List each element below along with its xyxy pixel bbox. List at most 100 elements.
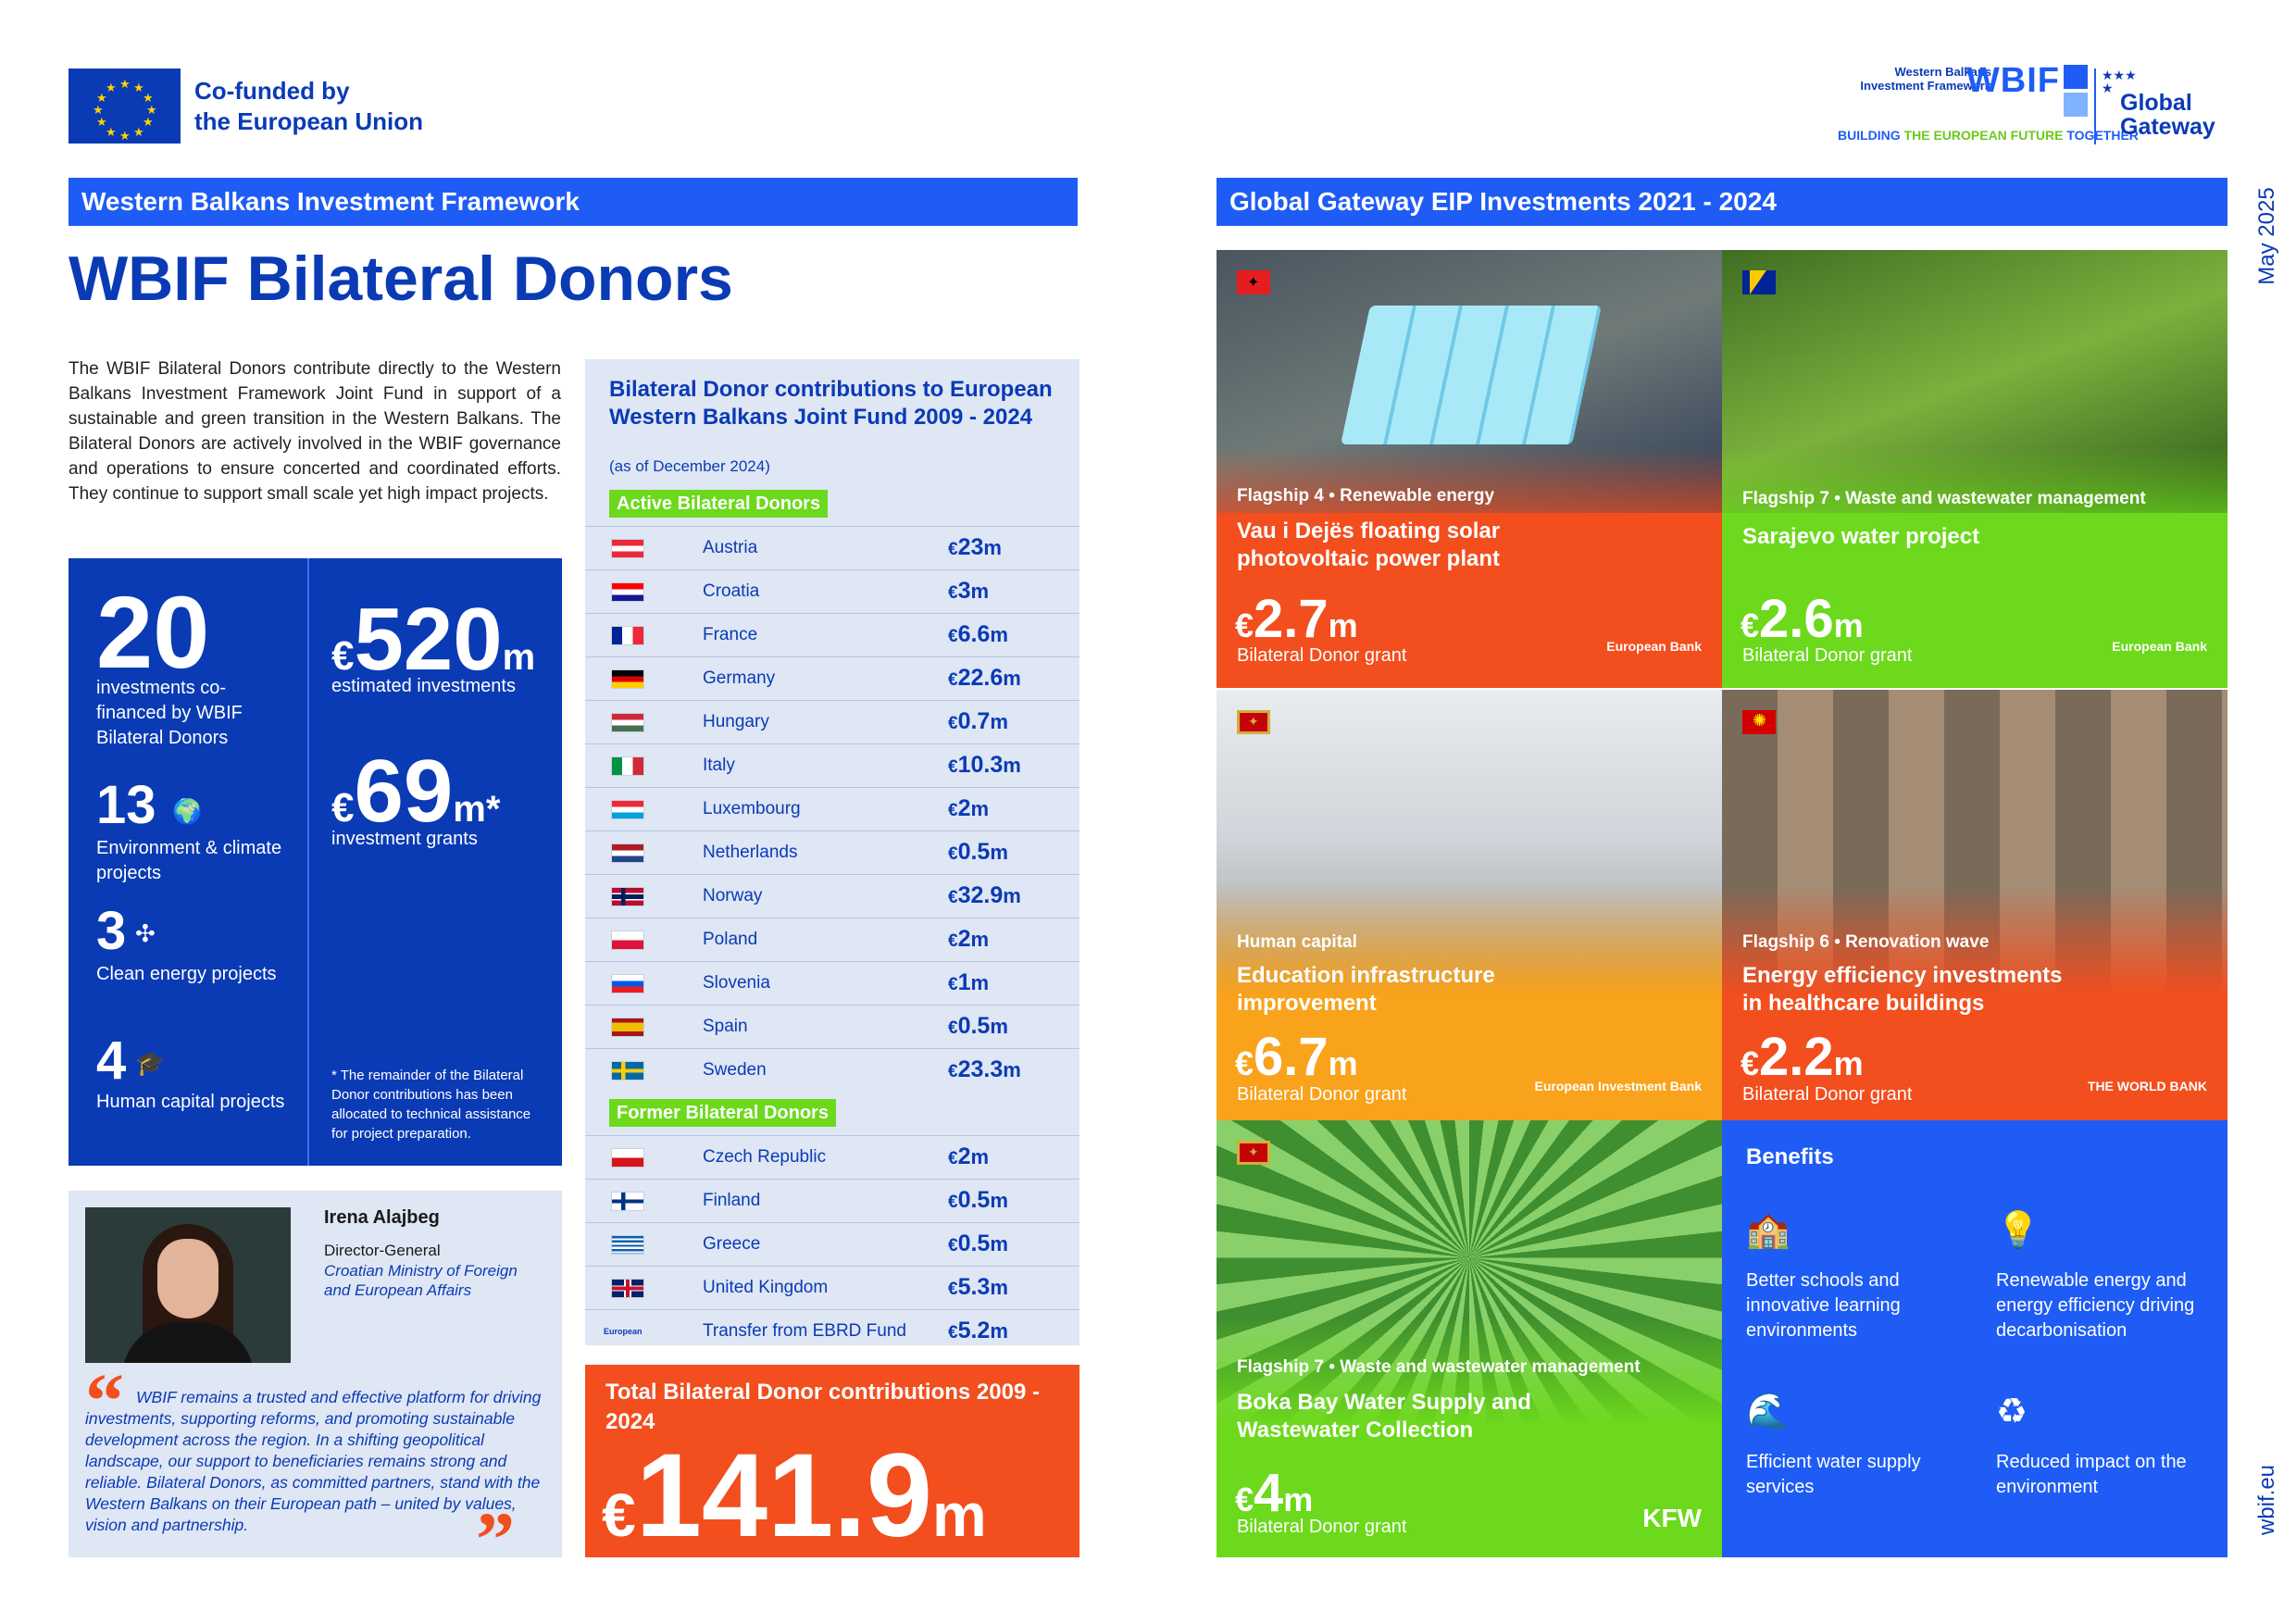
tile-amount: 6.7 (1254, 1027, 1329, 1087)
croatia-flag-icon (611, 582, 644, 602)
wbif-small-line1: Western Balkans (1894, 65, 1991, 79)
country-name: Hungary (703, 712, 769, 731)
table-row: Spain €0.5m (585, 1005, 1079, 1048)
amount-value: 0.5 (957, 1187, 991, 1213)
tagline-part-c: TOGETHER (2066, 128, 2139, 143)
montenegro-flag-icon: ✦ (1237, 1141, 1270, 1165)
contribution-amount: €22.6m (948, 665, 1021, 692)
contribution-amount: €32.9m (948, 882, 1021, 909)
currency-symbol: € (1235, 1044, 1254, 1082)
amount-value: 5.3 (957, 1274, 991, 1300)
tile-subtitle: Bilateral Donor grant (1742, 1084, 1913, 1105)
website-text[interactable]: wbif.eu (2254, 1464, 2279, 1536)
total-unit: m (932, 1480, 987, 1549)
united-kingdom-flag-icon (611, 1279, 644, 1298)
table-row: France €6.6m (585, 613, 1079, 656)
website-link[interactable]: wbif.eu (2252, 1444, 2283, 1555)
contribution-amount: €0.5m (948, 839, 1008, 866)
wbif-logo-small-text: Western Balkans Investment Framework (1860, 65, 1991, 93)
tile-amount: 2.7 (1254, 589, 1329, 649)
tile-tag: Flagship 7 • Waste and wastewater manage… (1742, 489, 2146, 508)
stat-energy-count: 3 (96, 901, 127, 961)
germany-flag-icon (611, 669, 644, 689)
intro-paragraph: The WBIF Bilateral Donors contribute dir… (69, 359, 561, 504)
amount-unit: m (983, 536, 1002, 559)
globe-recycle-icon: ♻ (1996, 1393, 2028, 1431)
country-name: Croatia (703, 581, 760, 601)
project-tile-sarajevo[interactable]: Flagship 7 • Waste and wastewater manage… (1722, 250, 2227, 688)
amount-value: 23 (957, 534, 984, 560)
country-name: Poland (703, 930, 758, 949)
stat-estimated-label: estimated investments (331, 676, 516, 696)
total-contributions: Total Bilateral Donor contributions 2009… (585, 1365, 1079, 1557)
amount-unit: m (1003, 667, 1021, 690)
wbif-small-line2: Investment Framework (1860, 79, 1991, 93)
estimated-value: 520 (354, 590, 503, 689)
wbif-tagline: BUILDING THE EUROPEAN FUTURE TOGETHER (1838, 128, 2139, 143)
norway-flag-icon (611, 887, 644, 906)
table-row: Hungary €0.7m (585, 700, 1079, 743)
currency-symbol: € (948, 1280, 958, 1299)
amount-unit: m (990, 623, 1008, 646)
project-tile-education[interactable]: ✦ Human capital Education infrastructure… (1217, 690, 1722, 1128)
contribution-amount: €1m (948, 969, 989, 996)
tile-tag: Flagship 7 • Waste and wastewater manage… (1237, 1357, 1641, 1377)
benefits-title: Benefits (1746, 1144, 1834, 1169)
table-row: Netherlands €0.5m (585, 831, 1079, 874)
country-name: United Kingdom (703, 1278, 829, 1297)
former-donors-label: Former Bilateral Donors (609, 1099, 836, 1127)
tile-title: Education infrastructure improvement (1237, 963, 1495, 1016)
table-row: Poland €2m (585, 918, 1079, 961)
contribution-amount: €23.3m (948, 1056, 1021, 1083)
austria-flag-icon (611, 539, 644, 558)
stat-estimated-investments: €520m (331, 595, 535, 684)
gg-line2: Gateway (2120, 114, 2215, 140)
amount-value: 0.5 (957, 1230, 991, 1256)
stat-energy-label: Clean energy projects (96, 964, 277, 984)
project-tile-boka-bay[interactable]: ✦ Flagship 7 • Waste and wastewater mana… (1217, 1120, 1722, 1557)
tile-amount: 4 (1254, 1463, 1284, 1523)
global-gateway-logo: ★★★ ★ Global Gateway (2102, 69, 2240, 144)
amount-value: 0.5 (957, 1013, 991, 1039)
project-tile-healthcare[interactable]: ✺ Flagship 6 • Renovation wave Energy ef… (1722, 690, 2227, 1128)
tile-subtitle: Bilateral Donor grant (1237, 645, 1407, 666)
currency-symbol: € (602, 1480, 636, 1549)
amount-value: 32.9 (957, 882, 1004, 908)
wind-turbine-icon: ✣ (135, 919, 156, 947)
tile-unit: m (1833, 606, 1864, 644)
logo-divider (2094, 69, 2096, 144)
tile-unit: m (1328, 1044, 1358, 1082)
benefit-item: 🌊 Efficient water supply services (1746, 1394, 1968, 1500)
amount-unit: m (1003, 1058, 1021, 1081)
tile-value: €4m (1235, 1467, 1313, 1520)
table-row: Finland €0.5m (585, 1179, 1079, 1222)
stars-icon: ★★★ ★ (2102, 68, 2137, 95)
project-tile-solar[interactable]: ✦ Flagship 4 • Renewable energy Vau i De… (1217, 250, 1722, 688)
left-section-bar: Western Balkans Investment Framework (69, 178, 1078, 226)
stats-panel: 20 investments co-financed by WBIF Bilat… (69, 558, 562, 1166)
currency-symbol: € (948, 583, 958, 603)
amount-value: 23.3 (957, 1056, 1004, 1082)
close-quote-icon: ” (476, 1497, 515, 1583)
amount-unit: m (970, 928, 990, 951)
currency-symbol: € (1741, 1044, 1760, 1082)
stats-footnote: * The remainder of the Bilateral Donor c… (331, 1068, 531, 1142)
currency-symbol: € (948, 844, 958, 864)
currency-symbol: € (1741, 606, 1760, 644)
active-donors-list: Austria €23m Croatia €3m France €6.6m Germany €… (585, 526, 1079, 1092)
country-name: Italy (703, 756, 735, 775)
country-name: Finland (703, 1191, 761, 1210)
contribution-amount: €0.5m (948, 1187, 1008, 1214)
gg-line1: Global (2120, 90, 2192, 116)
benefits-panel: Benefits 🏫 Better schools and innovative… (1722, 1120, 2227, 1557)
quote-author-org: Croatian Ministry of Foreign and Europea… (324, 1262, 518, 1299)
country-name: Austria (703, 538, 758, 557)
contribution-amount: €3m (948, 578, 989, 605)
currency-symbol: € (948, 888, 958, 907)
contribution-amount: €2m (948, 795, 989, 822)
stat-investment-grants: €69m* (331, 747, 500, 836)
albania-flag-icon: ✦ (1237, 270, 1270, 294)
tile-title: Vau i Dejës floating solar photovoltaic … (1237, 518, 1501, 571)
contributions-title: Bilateral Donor contributions to Europea… (609, 377, 1053, 430)
wbif-logo: Western Balkans Investment Framework WBI… (1838, 61, 2139, 148)
